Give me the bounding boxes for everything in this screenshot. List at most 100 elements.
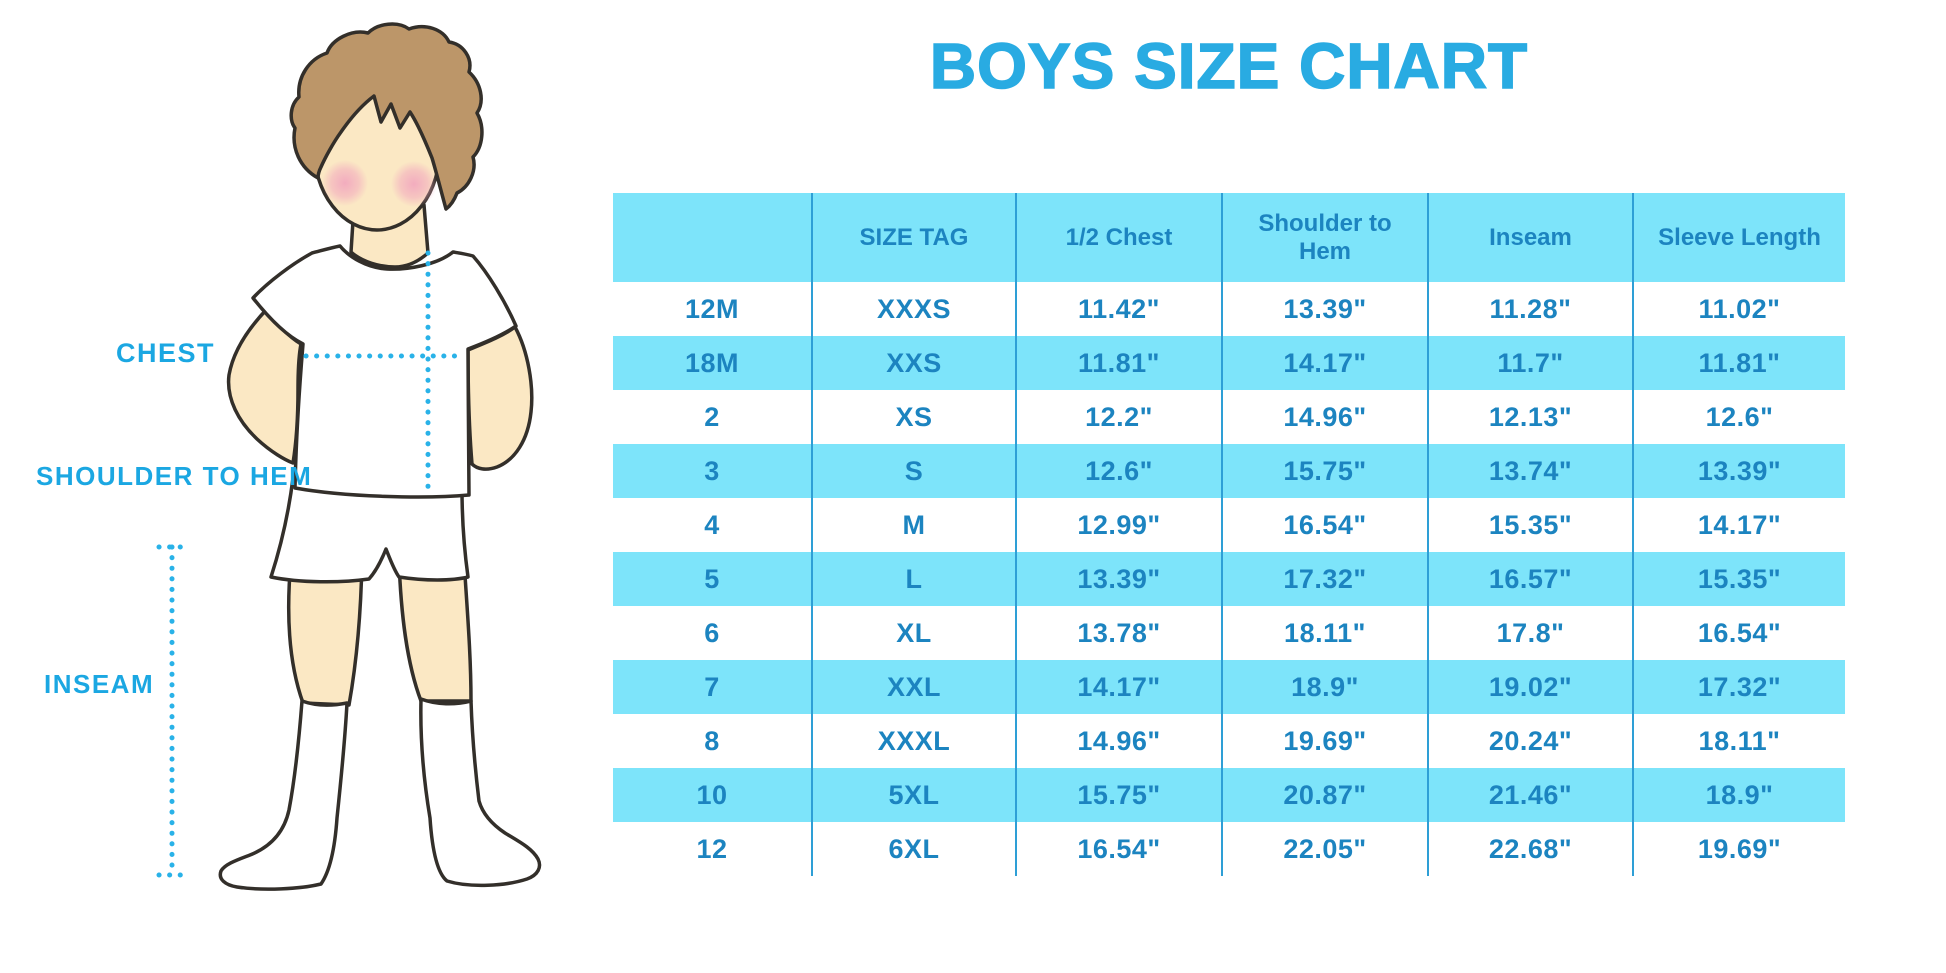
- header-cell-half-chest: 1/2 Chest: [1015, 193, 1222, 282]
- inseam-cell: 11.7": [1427, 336, 1633, 390]
- table-row: 7 XXL 14.17" 18.9" 19.02" 17.32": [613, 660, 1845, 714]
- half-chest-cell: 12.2": [1015, 390, 1222, 444]
- sleeve-length-cell: 15.35": [1632, 552, 1845, 606]
- shoulder-to-hem-cell: 20.87": [1221, 768, 1428, 822]
- sleeve-length-cell: 18.11": [1632, 714, 1845, 768]
- half-chest-cell: 14.96": [1015, 714, 1222, 768]
- inseam-cell: 17.8": [1427, 606, 1633, 660]
- size-cell: 5: [704, 563, 720, 594]
- boy-measurement-diagram: CHEST SHOULDER TO HEM INSEAM: [0, 0, 620, 973]
- shoulder-to-hem-cell: 14.96": [1221, 390, 1428, 444]
- left-sock: [218, 699, 349, 891]
- inseam-label: INSEAM: [44, 669, 155, 699]
- half-chest-cell: 12.6": [1015, 444, 1222, 498]
- inseam-cell: 22.68": [1427, 822, 1633, 876]
- shoulder-to-hem-cell: 16.54": [1221, 498, 1428, 552]
- table-row: 10 5XL 15.75" 20.87" 21.46" 18.9": [613, 768, 1845, 822]
- size-cell: 10: [696, 779, 728, 810]
- page-title: BOYS SIZE CHART: [929, 29, 1529, 103]
- half-chest-cell: 15.75": [1015, 768, 1222, 822]
- table-row: 5 L 13.39" 17.32" 16.57" 15.35": [613, 552, 1845, 606]
- size-tag-cell: L: [811, 552, 1016, 606]
- size-cell: 12M: [684, 293, 740, 324]
- half-chest-cell: 13.39": [1015, 552, 1222, 606]
- size-tag-cell: XL: [811, 606, 1016, 660]
- sleeve-length-cell: 17.32": [1632, 660, 1845, 714]
- shoulder-to-hem-label: SHOULDER TO HEM: [36, 461, 313, 491]
- size-cell: 8: [704, 725, 720, 756]
- left-blush: [322, 160, 368, 206]
- shoulder-to-hem-cell: 17.32": [1221, 552, 1428, 606]
- table-row: 6 XL 13.78" 18.11" 17.8" 16.54": [613, 606, 1845, 660]
- sleeve-length-cell: 14.17": [1632, 498, 1845, 552]
- right-arm: [466, 325, 534, 471]
- shoulder-to-hem-cell: 15.75": [1221, 444, 1428, 498]
- shoulder-to-hem-cell: 18.11": [1221, 606, 1428, 660]
- hair: [289, 22, 484, 211]
- header-cell-inseam: Inseam: [1427, 193, 1633, 282]
- shoulder-to-hem-cell: 22.05": [1221, 822, 1428, 876]
- sleeve-length-cell: 11.02": [1632, 282, 1845, 336]
- half-chest-cell: 14.17": [1015, 660, 1222, 714]
- sleeve-length-cell: 13.39": [1632, 444, 1845, 498]
- inseam-cell: 21.46": [1427, 768, 1633, 822]
- size-cell: 4: [704, 509, 720, 540]
- header-cell-size-tag: SIZE TAG: [811, 193, 1016, 282]
- t-shirt: [251, 244, 518, 499]
- header-cell-blank: [613, 193, 812, 282]
- inseam-cell: 15.35": [1427, 498, 1633, 552]
- size-tag-cell: XS: [811, 390, 1016, 444]
- table-row: 4 M 12.99" 16.54" 15.35" 14.17": [613, 498, 1845, 552]
- size-tag-cell: XXS: [811, 336, 1016, 390]
- size-cell: 3: [704, 455, 720, 486]
- half-chest-cell: 13.78": [1015, 606, 1222, 660]
- size-cell: 12: [696, 833, 728, 864]
- shorts: [269, 476, 470, 584]
- size-cell: 7: [704, 671, 720, 702]
- header-cell-shoulder-to-hem: Shoulder to Hem: [1221, 193, 1428, 282]
- size-table: SIZE TAG 1/2 Chest Shoulder to Hem Insea…: [613, 193, 1845, 876]
- size-table-body: 12M XXXS 11.42" 13.39" 11.28" 11.02" 18M…: [613, 282, 1845, 876]
- table-row: 12 6XL 16.54" 22.05" 22.68" 19.69": [613, 822, 1845, 876]
- size-tag-cell: M: [811, 498, 1016, 552]
- inseam-cell: 13.74": [1427, 444, 1633, 498]
- half-chest-cell: 11.42": [1015, 282, 1222, 336]
- table-row: 8 XXXL 14.96" 19.69" 20.24" 18.11": [613, 714, 1845, 768]
- size-tag-cell: 5XL: [811, 768, 1016, 822]
- right-blush: [391, 161, 437, 207]
- size-tag-cell: 6XL: [811, 822, 1016, 876]
- header-row: SIZE TAG 1/2 Chest Shoulder to Hem Insea…: [613, 193, 1845, 282]
- inseam-cell: 20.24": [1427, 714, 1633, 768]
- shoulder-to-hem-cell: 13.39": [1221, 282, 1428, 336]
- size-tag-cell: XXXL: [811, 714, 1016, 768]
- left-leg: [286, 558, 364, 707]
- sleeve-length-cell: 19.69": [1632, 822, 1845, 876]
- sleeve-length-cell: 11.81": [1632, 336, 1845, 390]
- size-cell: 2: [704, 401, 720, 432]
- header-cell-sleeve-length: Sleeve Length: [1632, 193, 1845, 282]
- size-cell: 6: [704, 617, 720, 648]
- chest-label: CHEST: [116, 338, 216, 368]
- table-row: 3 S 12.6" 15.75" 13.74" 13.39": [613, 444, 1845, 498]
- shoulder-to-hem-cell: 14.17": [1221, 336, 1428, 390]
- sleeve-length-cell: 18.9": [1632, 768, 1845, 822]
- table-row: 2 XS 12.2" 14.96" 12.13" 12.6": [613, 390, 1845, 444]
- table-row: 18M XXS 11.81" 14.17" 11.7" 11.81": [613, 336, 1845, 390]
- sleeve-length-cell: 12.6": [1632, 390, 1845, 444]
- inseam-cell: 16.57": [1427, 552, 1633, 606]
- inseam-cell: 19.02": [1427, 660, 1633, 714]
- shoulder-to-hem-cell: 18.9": [1221, 660, 1428, 714]
- inseam-cell: 12.13": [1427, 390, 1633, 444]
- half-chest-cell: 16.54": [1015, 822, 1222, 876]
- size-tag-cell: XXL: [811, 660, 1016, 714]
- size-cell: 18M: [684, 347, 740, 378]
- boy-illustration: [156, 22, 542, 891]
- half-chest-cell: 12.99": [1015, 498, 1222, 552]
- half-chest-cell: 11.81": [1015, 336, 1222, 390]
- inseam-cell: 11.28": [1427, 282, 1633, 336]
- sleeve-length-cell: 16.54": [1632, 606, 1845, 660]
- right-sock: [419, 697, 542, 888]
- size-table-header: SIZE TAG 1/2 Chest Shoulder to Hem Insea…: [613, 193, 1845, 282]
- shoulder-to-hem-cell: 19.69": [1221, 714, 1428, 768]
- size-tag-cell: S: [811, 444, 1016, 498]
